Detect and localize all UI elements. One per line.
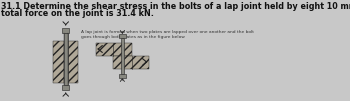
Text: 31.1 Determine the shear stress in the bolts of a lap joint held by eight 10 mm : 31.1 Determine the shear stress in the b… xyxy=(1,2,350,11)
Bar xyxy=(113,56,149,69)
Text: goes through both plates as in the figure below: goes through both plates as in the figur… xyxy=(80,35,184,39)
Text: total force on the joint is 31.4 kN.: total force on the joint is 31.4 kN. xyxy=(1,9,154,18)
Bar xyxy=(62,85,69,90)
Bar xyxy=(64,33,68,85)
Bar xyxy=(96,43,132,56)
Text: A lap joint is formed when two plates are lapped over one another and the bolt: A lap joint is formed when two plates ar… xyxy=(80,30,254,34)
Bar xyxy=(119,34,126,38)
Bar xyxy=(68,41,78,83)
Bar xyxy=(53,41,64,83)
Bar xyxy=(62,28,69,33)
Bar xyxy=(119,74,126,78)
Bar xyxy=(121,38,124,74)
